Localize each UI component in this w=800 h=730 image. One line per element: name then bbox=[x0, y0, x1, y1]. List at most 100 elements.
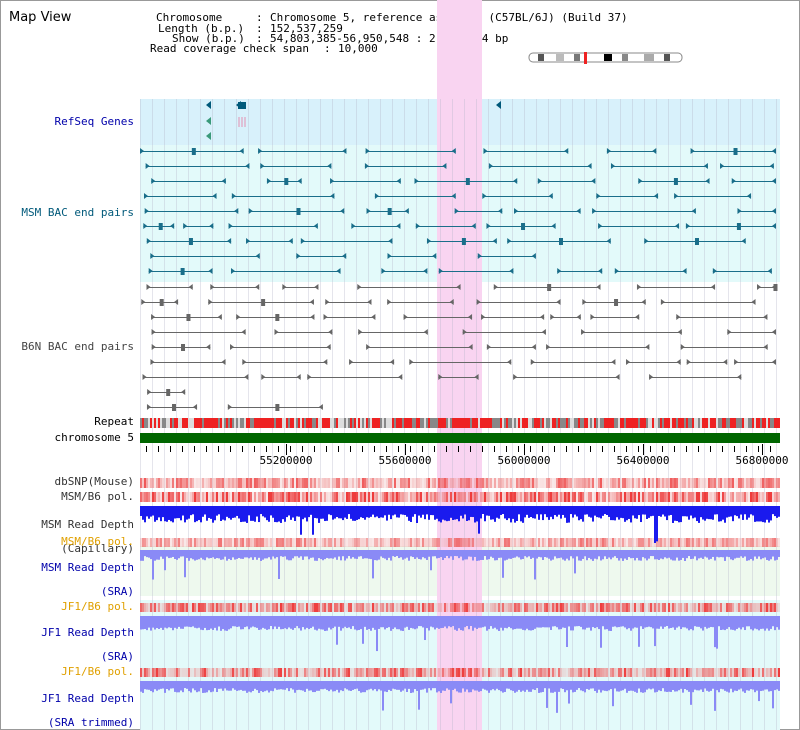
polymorphism-cell bbox=[506, 603, 508, 612]
repeat-segment bbox=[172, 418, 174, 428]
track-label-repeat[interactable]: Repeat bbox=[94, 415, 134, 428]
polymorphism-cell bbox=[206, 478, 208, 488]
depth-bar bbox=[612, 550, 614, 558]
polymorphism-cell bbox=[628, 478, 630, 488]
track-label-jf1-pol-2[interactable]: JF1/B6 pol. bbox=[61, 665, 134, 678]
depth-bar bbox=[656, 616, 658, 629]
bac-end-marker bbox=[531, 344, 536, 350]
polymorphism-cell bbox=[256, 668, 258, 677]
polymorphism-cell bbox=[544, 603, 546, 612]
bac-end-marker bbox=[296, 374, 301, 380]
chromosome-ideogram[interactable] bbox=[528, 52, 684, 64]
depth-bar bbox=[756, 550, 758, 559]
polymorphism-cell bbox=[330, 668, 332, 677]
repeat-segment bbox=[592, 418, 594, 428]
depth-bar bbox=[612, 616, 614, 627]
depth-bar bbox=[282, 616, 284, 630]
track-label-msm-b6-pol-2[interactable]: MSM/B6 pol. bbox=[61, 535, 134, 548]
track-label-refseq[interactable]: RefSeq Genes bbox=[54, 115, 134, 128]
polymorphism-cell bbox=[212, 492, 214, 502]
polymorphism-cell bbox=[720, 538, 722, 547]
polymorphism-cell bbox=[454, 603, 456, 612]
repeat-segment bbox=[474, 418, 476, 428]
track-label-msm-bac[interactable]: MSM BAC end pairs bbox=[21, 206, 134, 219]
repeat-segment bbox=[580, 418, 582, 428]
bac-end-marker bbox=[193, 404, 198, 410]
polymorphism-cell bbox=[318, 478, 320, 488]
polymorphism-cell bbox=[208, 603, 210, 612]
polymorphism-cell bbox=[468, 478, 470, 488]
depth-bar bbox=[176, 550, 178, 560]
track-label-msm-b6-pol[interactable]: MSM/B6 pol. bbox=[61, 490, 134, 503]
polymorphism-cell bbox=[482, 492, 484, 502]
polymorphism-cell bbox=[604, 603, 606, 612]
polymorphism-cell bbox=[292, 603, 294, 612]
bac-end-marker bbox=[772, 148, 776, 154]
depth-bar bbox=[286, 616, 288, 630]
repeat-segment bbox=[458, 418, 460, 428]
depth-bar bbox=[774, 681, 776, 691]
depth-bar bbox=[354, 616, 356, 630]
polymorphism-cell bbox=[668, 478, 670, 488]
polymorphism-cell bbox=[696, 603, 698, 612]
depth-bar bbox=[188, 681, 190, 692]
repeat-segment bbox=[278, 418, 280, 428]
polymorphism-cell bbox=[142, 603, 144, 612]
polymorphism-cell bbox=[178, 538, 180, 547]
depth-bar bbox=[270, 506, 272, 516]
depth-bar bbox=[530, 616, 532, 631]
polymorphism-cell bbox=[536, 668, 538, 677]
depth-bar bbox=[644, 616, 646, 628]
polymorphism-cell bbox=[276, 668, 278, 677]
track-label-msm-depth-sra[interactable]: MSM Read Depth (SRA) bbox=[15, 550, 134, 610]
polymorphism-cell bbox=[708, 492, 710, 502]
polymorphism-cell bbox=[302, 668, 304, 677]
track-label-b6n-bac[interactable]: B6N BAC end pairs bbox=[21, 340, 134, 353]
depth-bar bbox=[224, 681, 226, 689]
polymorphism-cell bbox=[736, 538, 738, 547]
depth-bar bbox=[344, 681, 346, 689]
track-label-dbsnp[interactable]: dbSNP(Mouse) bbox=[54, 475, 134, 488]
track-label-jf1-depth-trimmed[interactable]: JF1 Read Depth (SRA trimmed) bbox=[15, 681, 134, 730]
polymorphism-cell bbox=[494, 478, 496, 488]
polymorphism-cell bbox=[712, 492, 714, 502]
depth-bar bbox=[170, 681, 172, 689]
polymorphism-cell bbox=[212, 538, 214, 547]
polymorphism-cell bbox=[496, 538, 498, 547]
polymorphism-cell bbox=[520, 478, 522, 488]
polymorphism-cell bbox=[406, 603, 408, 612]
track-label-chromosome[interactable]: chromosome 5 bbox=[54, 431, 134, 444]
depth-bar bbox=[342, 616, 344, 629]
track-label-jf1-depth-sra[interactable]: JF1 Read Depth (SRA) bbox=[15, 615, 134, 675]
polymorphism-cell bbox=[624, 538, 626, 547]
bac-end-marker bbox=[514, 208, 519, 214]
depth-bar bbox=[394, 616, 396, 628]
depth-bar bbox=[718, 681, 720, 693]
depth-bar bbox=[564, 616, 566, 628]
depth-bar bbox=[298, 616, 300, 629]
depth-bar bbox=[440, 616, 442, 629]
polymorphism-cell bbox=[306, 603, 308, 612]
depth-bar bbox=[488, 506, 490, 516]
depth-bar bbox=[152, 681, 154, 693]
polymorphism-cell bbox=[568, 668, 570, 677]
polymorphism-cell bbox=[602, 603, 604, 612]
depth-bar bbox=[548, 616, 550, 628]
polymorphism-cell bbox=[362, 603, 364, 612]
track-label-msm-depth-capillary[interactable]: MSM Read Depth (Capillary) bbox=[15, 507, 134, 567]
polymorphism-cell bbox=[474, 492, 476, 502]
polymorphism-cell bbox=[564, 492, 566, 502]
polymorphism-cell bbox=[148, 492, 150, 502]
depth-bar bbox=[194, 550, 196, 561]
track-label-jf1-pol[interactable]: JF1/B6 pol. bbox=[61, 600, 134, 613]
depth-bar bbox=[482, 616, 484, 628]
polymorphism-cell bbox=[486, 668, 488, 677]
repeat-segment bbox=[530, 418, 532, 428]
polymorphism-cell bbox=[456, 478, 458, 488]
depth-bar bbox=[682, 506, 684, 517]
depth-bar bbox=[738, 506, 740, 519]
depth-bar bbox=[328, 506, 330, 515]
polymorphism-cell bbox=[382, 668, 384, 677]
polymorphism-cell bbox=[634, 478, 636, 488]
